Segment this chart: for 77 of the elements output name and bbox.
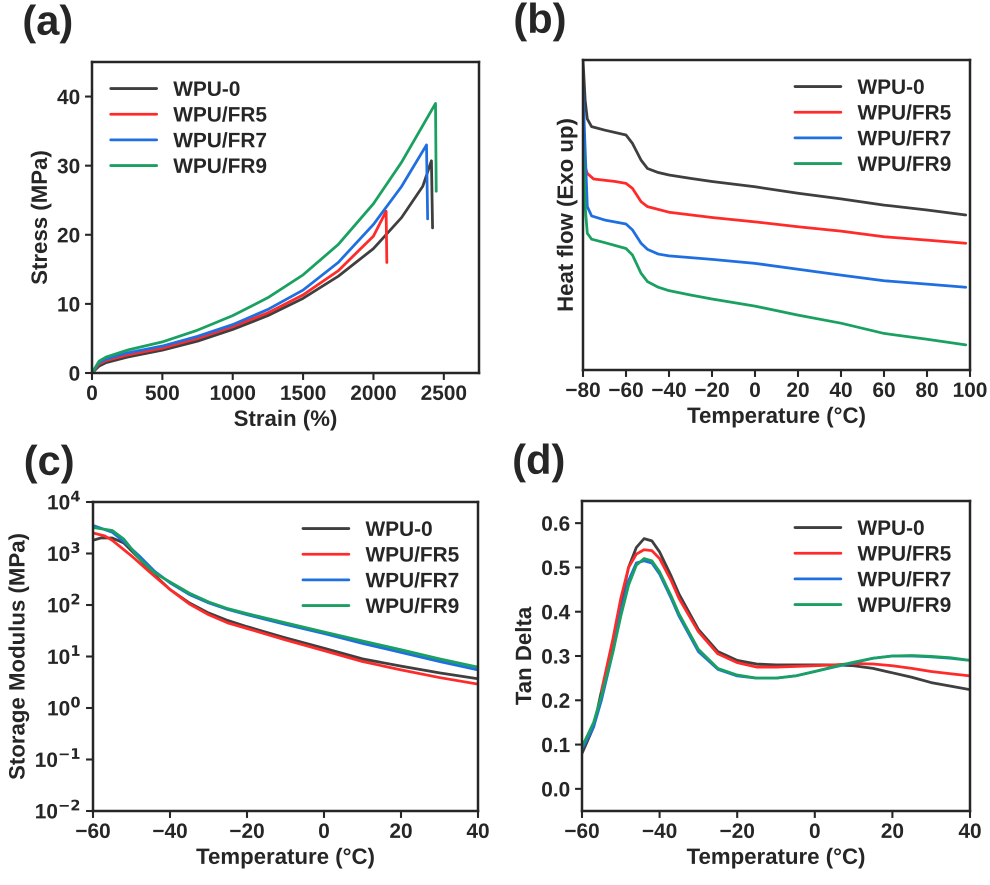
x-tick-label: 60 (873, 382, 895, 398)
x-tick-label: −60 (609, 382, 643, 398)
legend-label: WPU/FR7 (173, 132, 266, 148)
y-axis-title: Stress (MPa) (30, 151, 52, 284)
x-tick-label: −20 (230, 823, 264, 838)
x-tick-label: −60 (565, 823, 599, 838)
y-axis-title: Heat flow (Exo up) (556, 119, 578, 310)
y-tick-label: 0 (69, 366, 80, 381)
x-tick-label: 2500 (421, 385, 466, 400)
legend-label: WPU/FR7 (858, 130, 950, 146)
chart-title: (b) (515, 2, 564, 42)
x-tick-label: 20 (787, 382, 809, 398)
legend-label: WPU/FR9 (173, 158, 266, 174)
x-axis-title: Temperature (°C) (687, 406, 865, 428)
legend-label: WPU-0 (858, 520, 924, 536)
x-tick-label: −40 (652, 382, 686, 398)
y-tick-label: 0.6 (542, 516, 570, 531)
x-tick-label: 80 (916, 382, 938, 398)
legend-label: WPU/FR5 (858, 104, 951, 120)
y-tick-label: 0.4 (542, 604, 570, 620)
x-axis-title: Temperature (°C) (196, 848, 374, 868)
legend-label: WPU/FR7 (858, 571, 950, 587)
y-axis-title: Storage Modulus (MPa) (8, 534, 30, 780)
y-tick-label: 0.5 (542, 560, 570, 576)
y-tick-label: 0.1 (542, 738, 570, 752)
x-tick-label: 20 (882, 823, 904, 838)
y-tick-label: 10$^{4}$ (48, 490, 80, 510)
y-tick-label: 0.3 (542, 649, 570, 664)
x-tick-label: −20 (720, 823, 754, 838)
y-tick-label: 10$^{0}$ (48, 696, 80, 716)
y-tick-label: 0.0 (542, 782, 570, 797)
x-tick-label: 0 (319, 823, 329, 838)
x-tick-label: 1500 (281, 385, 326, 400)
x-tick-label: 100 (954, 382, 987, 398)
chart-title: (c) (26, 444, 73, 484)
legend-label: WPU/FR9 (858, 596, 950, 612)
y-tick-label: 10 (58, 296, 80, 312)
y-tick-label: 40 (57, 90, 80, 104)
legend-label: WPU/FR9 (858, 156, 950, 172)
x-tick-label: −20 (695, 382, 729, 398)
legend-label: WPU-0 (173, 81, 240, 96)
legend-label: WPU/FR5 (858, 545, 951, 561)
chart-title: (a) (24, 4, 72, 44)
legend-label: WPU-0 (858, 79, 924, 94)
x-axis-title: Strain (%) (234, 410, 336, 430)
y-tick-label: 10$^{−2}$ (36, 800, 80, 819)
y-tick-label: 30 (58, 158, 80, 174)
line-series (92, 102, 438, 373)
legend-label: WPU/FR9 (366, 598, 458, 614)
x-tick-label: −40 (153, 823, 187, 838)
x-axis-title: Temperature (°C) (686, 848, 864, 868)
x-tick-label: −60 (76, 823, 110, 838)
line-series (92, 210, 388, 373)
y-tick-label: 10$^{1}$ (48, 645, 80, 664)
y-tick-label: 10$^{3}$ (48, 542, 80, 562)
chart-title: (d) (514, 444, 564, 482)
x-tick-label: 0 (810, 823, 820, 838)
legend-label: WPU/FR5 (173, 106, 266, 122)
x-tick-label: 40 (958, 823, 981, 838)
x-tick-label: 2000 (351, 385, 396, 400)
y-axis-title: Tan Delta (514, 606, 532, 705)
x-tick-label: 1000 (210, 385, 256, 400)
y-tick-label: 10$^{−1}$ (36, 748, 80, 768)
legend-label: WPU/FR5 (366, 546, 459, 562)
y-tick-label: 0.2 (542, 693, 570, 708)
x-tick-label: −40 (642, 823, 676, 838)
x-tick-label: 0 (87, 385, 97, 400)
x-tick-label: −80 (566, 382, 600, 398)
y-tick-label: 20 (58, 228, 80, 243)
x-tick-label: 40 (466, 823, 489, 838)
legend-label: WPU-0 (366, 521, 432, 536)
legend-label: WPU/FR7 (366, 572, 458, 588)
x-tick-label: 40 (830, 382, 852, 398)
x-tick-label: 20 (390, 823, 412, 838)
x-tick-label: 0 (750, 382, 760, 398)
x-tick-label: 500 (146, 385, 179, 400)
y-tick-label: 10$^{2}$ (48, 594, 80, 613)
